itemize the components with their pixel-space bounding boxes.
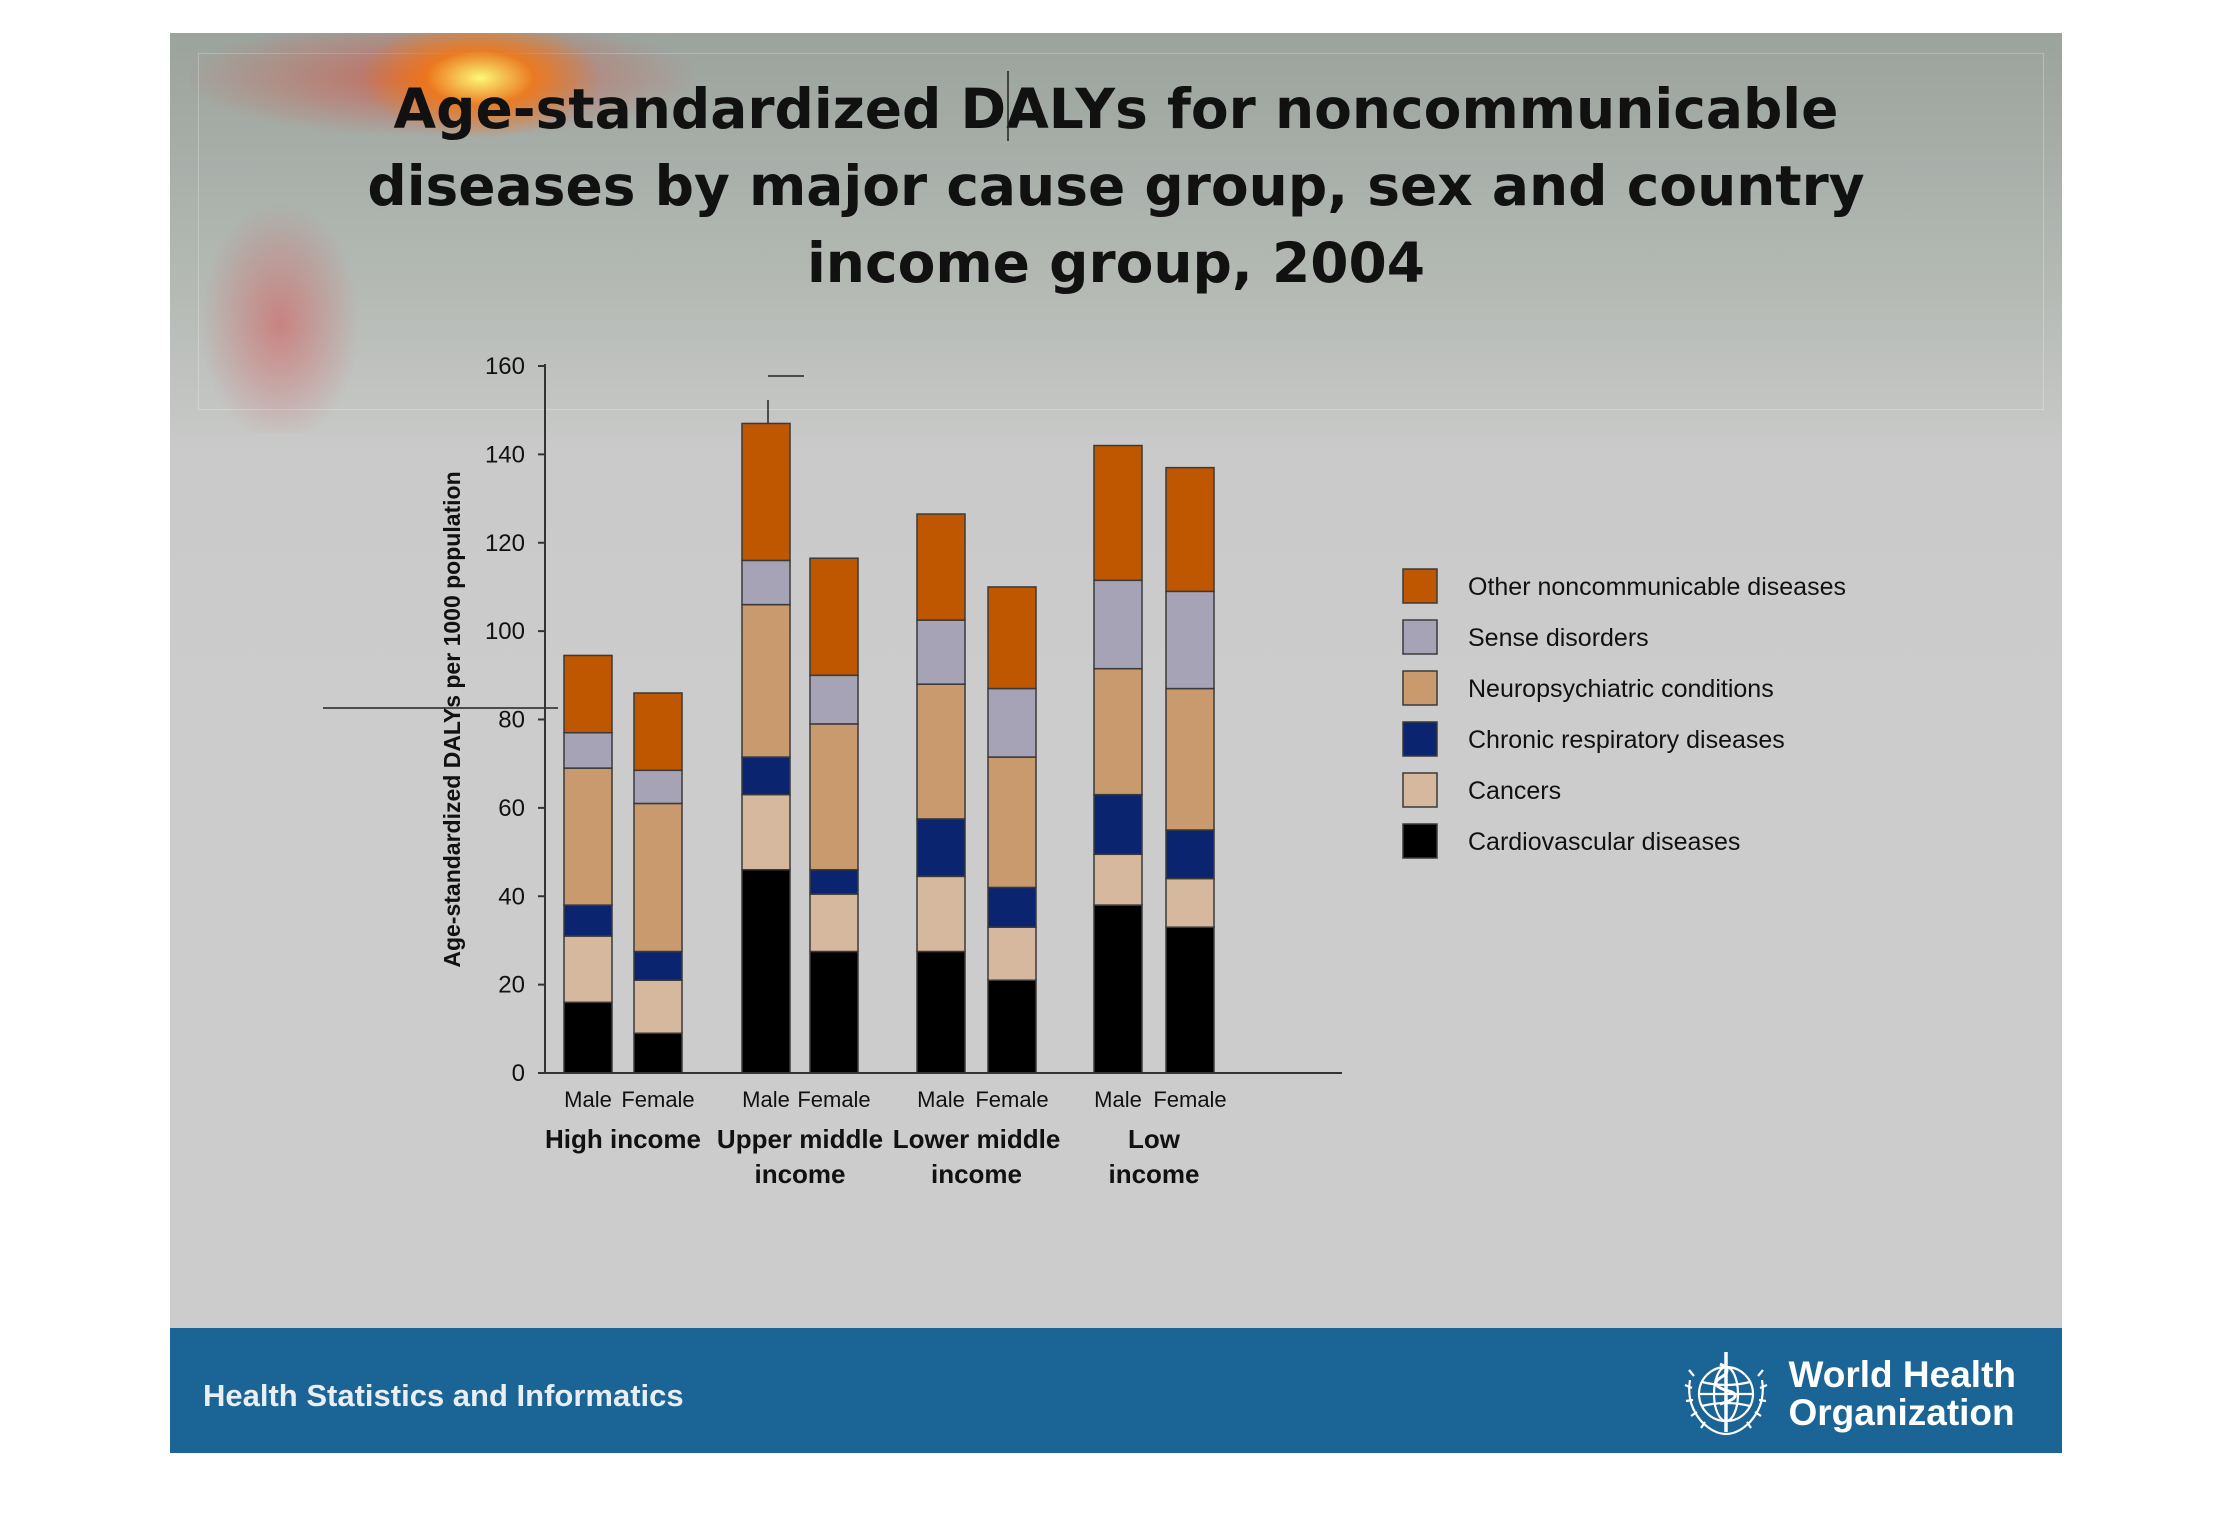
y-tick-label: 140 bbox=[485, 441, 525, 468]
bar-segment bbox=[633, 802, 683, 953]
bar-segment bbox=[987, 586, 1037, 690]
legend-label: Neuropsychiatric conditions bbox=[1468, 675, 1774, 703]
bar-segment bbox=[1165, 687, 1215, 831]
bar-segment bbox=[741, 603, 791, 758]
bar-segment bbox=[741, 559, 791, 606]
bar-segment bbox=[563, 1001, 613, 1074]
annotation-lines bbox=[323, 71, 1009, 709]
bar-segment bbox=[1165, 926, 1215, 1074]
y-tick-label: 20 bbox=[498, 972, 525, 999]
y-tick-label: 100 bbox=[485, 618, 525, 645]
slide-title: Age-standardized DALYs for noncommunicab… bbox=[367, 77, 1865, 295]
x-tick-label: Female bbox=[1153, 1087, 1226, 1112]
bar-segment bbox=[633, 1032, 683, 1074]
bars-layer bbox=[563, 422, 1215, 1074]
footer-bar: Health Statistics and Informatics World … bbox=[170, 1328, 2062, 1453]
bar-segment bbox=[563, 904, 613, 937]
bar-segment bbox=[633, 979, 683, 1034]
bar-segment bbox=[987, 926, 1037, 981]
slide: Age-standardized DALYs for noncommunicab… bbox=[170, 33, 2062, 1453]
bar-segment bbox=[1093, 444, 1143, 582]
stacked-bar-chart: 0 20 40 60 80 100 120 140 160 Age-standardized DA… bbox=[323, 71, 1846, 1189]
group-label: Low income bbox=[1108, 1124, 1199, 1189]
bar-segment bbox=[987, 687, 1037, 758]
bar-segment bbox=[916, 683, 966, 820]
bar-segment bbox=[809, 557, 859, 677]
y-tick-label: 120 bbox=[485, 530, 525, 557]
legend-label: Sense disorders bbox=[1468, 624, 1649, 652]
legend-swatch bbox=[1402, 721, 1438, 757]
bar-segment bbox=[1093, 904, 1143, 1074]
group-label: Lower middle income bbox=[893, 1124, 1061, 1189]
footer-text: Health Statistics and Informatics bbox=[203, 1378, 684, 1413]
bar-segment bbox=[563, 935, 613, 1004]
y-axis-label: Age-standardized DALYs per 1000 populati… bbox=[439, 471, 465, 967]
bar-segment bbox=[563, 732, 613, 769]
bar-segment bbox=[1165, 829, 1215, 880]
bar-segment bbox=[809, 950, 859, 1074]
bar-segment bbox=[633, 769, 683, 805]
bar-segment bbox=[987, 979, 1037, 1074]
bar-segment bbox=[741, 422, 791, 562]
bar-segment bbox=[1093, 579, 1143, 670]
legend-swatch bbox=[1402, 823, 1438, 859]
who-emblem-icon bbox=[1684, 1352, 1768, 1436]
y-tick-label: 80 bbox=[498, 707, 525, 734]
y-tick-label: 60 bbox=[498, 795, 525, 822]
bar-segment bbox=[633, 692, 683, 772]
legend-swatch bbox=[1402, 568, 1438, 604]
bar-segment bbox=[1093, 853, 1143, 906]
who-wordmark: World Health Organization bbox=[1789, 1356, 2017, 1432]
x-tick-label: Female bbox=[621, 1087, 694, 1112]
legend-label: Other noncommunicable diseases bbox=[1468, 573, 1846, 601]
group-label: High income bbox=[545, 1124, 701, 1154]
bar-segment bbox=[1165, 590, 1215, 690]
bar-segment bbox=[809, 868, 859, 895]
highlight-glow bbox=[190, 33, 790, 433]
bar-segment bbox=[563, 654, 613, 734]
axes-layer bbox=[538, 364, 1342, 1074]
x-tick-label: Male bbox=[564, 1087, 612, 1112]
bar-segment bbox=[1093, 793, 1143, 856]
bar-segment bbox=[916, 619, 966, 685]
bar-segment bbox=[987, 886, 1037, 928]
bar-segment bbox=[916, 818, 966, 878]
bar-segment bbox=[633, 950, 683, 981]
bar-segment bbox=[1093, 667, 1143, 796]
y-tick-label: 40 bbox=[498, 883, 525, 910]
legend-label: Cardiovascular diseases bbox=[1468, 828, 1740, 856]
x-tick-label: Male bbox=[1094, 1087, 1142, 1112]
legend-label: Chronic respiratory diseases bbox=[1468, 726, 1785, 754]
legend-swatch bbox=[1402, 772, 1438, 808]
bar-segment bbox=[809, 723, 859, 871]
x-tick-label: Male bbox=[742, 1087, 790, 1112]
y-tick-label: 160 bbox=[485, 353, 525, 380]
bar-segment bbox=[1165, 877, 1215, 928]
legend-label: Cancers bbox=[1468, 777, 1561, 805]
x-tick-label: Male bbox=[917, 1087, 965, 1112]
legend-swatch bbox=[1402, 619, 1438, 655]
who-name-line2: Organization bbox=[1788, 1392, 2015, 1433]
bar-segment bbox=[741, 868, 791, 1074]
y-tick-label: 0 bbox=[512, 1060, 525, 1087]
group-label: Upper middle income bbox=[717, 1124, 883, 1189]
x-tick-label: Female bbox=[797, 1087, 870, 1112]
bar-segment bbox=[563, 767, 613, 906]
who-name-line1: World Health bbox=[1788, 1354, 2017, 1395]
bar-segment bbox=[809, 893, 859, 953]
bar-segment bbox=[1165, 466, 1215, 593]
bar-segment bbox=[916, 513, 966, 621]
bar-segment bbox=[987, 756, 1037, 889]
bar-segment bbox=[809, 674, 859, 725]
legend: Other noncommunicable diseases Sense diso… bbox=[1402, 568, 1846, 859]
bar-segment bbox=[741, 756, 791, 796]
bar-segment bbox=[916, 950, 966, 1074]
bar-segment bbox=[916, 875, 966, 953]
labels-layer: 0 20 40 60 80 100 120 140 160 Age-standardized DA… bbox=[439, 353, 1227, 1189]
legend-swatch bbox=[1402, 670, 1438, 706]
bar-segment bbox=[741, 793, 791, 871]
x-tick-label: Female bbox=[975, 1087, 1048, 1112]
